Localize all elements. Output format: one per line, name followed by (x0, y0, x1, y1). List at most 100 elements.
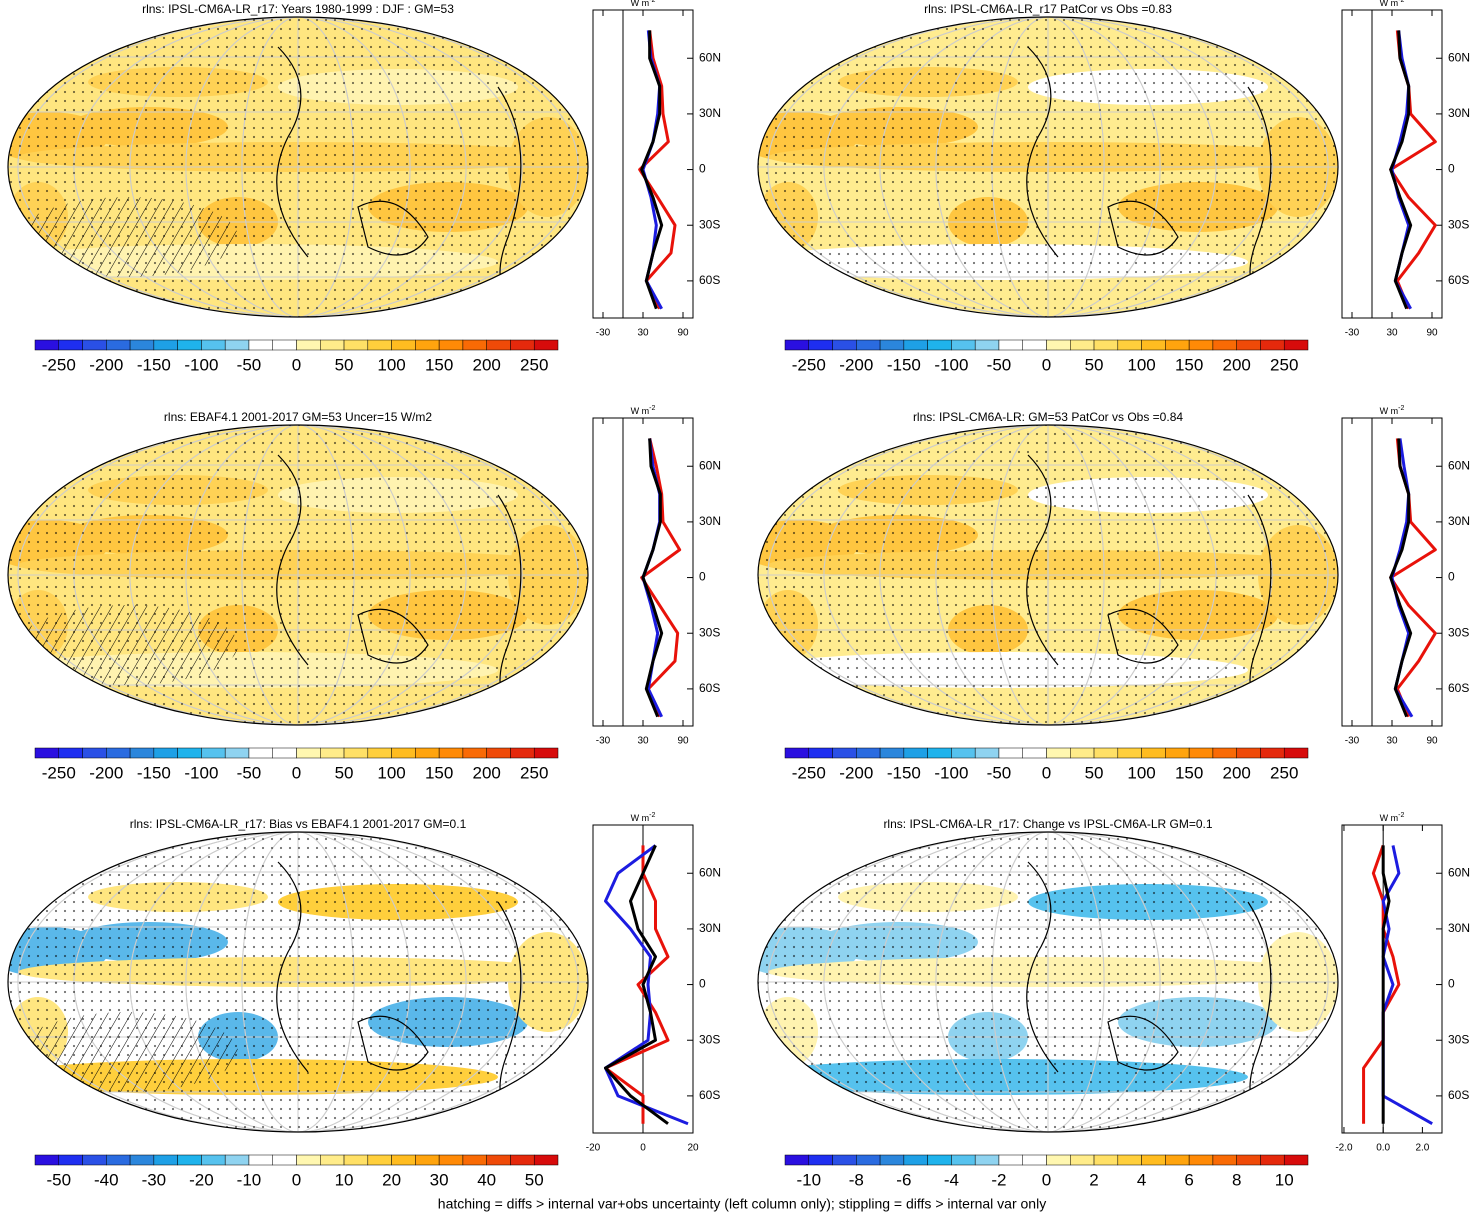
colorbar-label: 100 (377, 355, 405, 374)
colorbar-box (904, 340, 928, 350)
colorbar-box (1070, 1155, 1094, 1165)
colorbar-box (392, 340, 416, 350)
map-title: rlns: IPSL-CM6A-LR_r17: Change vs IPSL-C… (883, 817, 1212, 831)
colorbar-box (154, 340, 178, 350)
colorbar-box (249, 748, 273, 758)
colorbar-box (83, 340, 107, 350)
colorbar-box (534, 748, 558, 758)
colorbar-label: 250 (1270, 763, 1298, 782)
x-tick-label: 90 (1426, 328, 1438, 339)
y-tick-label: 60N (699, 865, 721, 879)
colorbar-box (1284, 1155, 1308, 1165)
colorbar-box (35, 1155, 59, 1165)
colorbar-label: 0 (292, 1170, 301, 1189)
x-axis-label-sup: -2 (649, 405, 655, 412)
y-tick-label: 0 (699, 977, 706, 991)
colorbar-box (809, 340, 833, 350)
colorbar-box (320, 340, 344, 350)
colorbar-box (439, 748, 463, 758)
x-axis-label-sup: -2 (1398, 0, 1404, 4)
x-axis-label: W m-2 (1380, 0, 1405, 8)
colorbar-box (297, 1155, 321, 1165)
colorbar-box (785, 340, 809, 350)
x-tick-label: 30 (637, 736, 649, 747)
x-axis-label: W m-2 (631, 405, 656, 417)
y-tick-label: 60S (699, 681, 720, 695)
colorbar-box (415, 748, 439, 758)
colorbar-box (1142, 1155, 1166, 1165)
colorbar-box (1023, 748, 1047, 758)
colorbar-box (833, 748, 857, 758)
y-tick-label: 30S (699, 1032, 720, 1046)
y-tick-label: 30N (699, 106, 721, 120)
colorbar-box (83, 1155, 107, 1165)
colorbar-box (999, 748, 1023, 758)
colorbar-box (1118, 1155, 1142, 1165)
colorbar-box (1165, 748, 1189, 758)
colorbar-box (785, 1155, 809, 1165)
profile-line (1383, 845, 1432, 1123)
colorbar-box (1213, 1155, 1237, 1165)
colorbar-box (1142, 340, 1166, 350)
colorbar-label: -250 (792, 763, 826, 782)
colorbar-box (178, 748, 202, 758)
colorbar-label: 150 (425, 763, 453, 782)
colorbar-box (368, 1155, 392, 1165)
y-tick-label: 30S (699, 217, 720, 231)
colorbar-box (106, 340, 130, 350)
map (738, 17, 1338, 317)
colorbar-label: 20 (382, 1170, 401, 1189)
y-tick-label: 60N (1448, 865, 1470, 879)
colorbar-label: 0 (1042, 1170, 1051, 1189)
colorbar-box (1165, 1155, 1189, 1165)
colorbar-box (856, 748, 880, 758)
colorbar-box (928, 340, 952, 350)
colorbar-label: -250 (42, 763, 76, 782)
colorbar-label: -150 (887, 355, 921, 374)
colorbar-box (487, 340, 511, 350)
colorbar-label: 30 (430, 1170, 449, 1189)
x-axis-label-sup: -2 (649, 0, 655, 4)
colorbar-box (59, 340, 83, 350)
colorbar-box (975, 748, 999, 758)
colorbar-box (463, 1155, 487, 1165)
y-tick-label: 0 (1448, 570, 1455, 584)
y-tick-label: 60N (1448, 458, 1470, 472)
y-tick-label: 60N (699, 50, 721, 64)
panel: rlns: IPSL-CM6A-LR_r17: Years 1980-1999 … (0, 0, 721, 374)
colorbar-box (1047, 748, 1071, 758)
colorbar-label: -200 (89, 355, 123, 374)
colorbar-label: 50 (335, 763, 354, 782)
colorbar-box (439, 340, 463, 350)
colorbar-box (297, 340, 321, 350)
colorbar-label: 6 (1184, 1170, 1193, 1189)
colorbar-box (1213, 340, 1237, 350)
colorbar-label: -6 (896, 1170, 911, 1189)
colorbar-label: 200 (1222, 355, 1250, 374)
footnote: hatching = diffs > internal var+obs unce… (438, 1196, 1046, 1212)
colorbar-label: 200 (472, 355, 500, 374)
colorbar-box (999, 1155, 1023, 1165)
colorbar-box (1118, 340, 1142, 350)
stippling (758, 17, 1338, 317)
colorbar-box (487, 1155, 511, 1165)
colorbar-label: -250 (42, 355, 76, 374)
colorbar-box (1237, 748, 1261, 758)
map (738, 832, 1338, 1132)
colorbar-box (154, 748, 178, 758)
colorbar-box (1070, 340, 1094, 350)
colorbar-label: -50 (987, 355, 1012, 374)
x-axis-label: W m-2 (1380, 812, 1405, 824)
y-tick-label: 60N (699, 458, 721, 472)
colorbar-box (392, 1155, 416, 1165)
y-tick-label: 30N (1448, 106, 1470, 120)
colorbar-box (154, 1155, 178, 1165)
colorbar-box (106, 748, 130, 758)
colorbar-label: 250 (1270, 355, 1298, 374)
colorbar-box (1165, 340, 1189, 350)
colorbar-box (1237, 1155, 1261, 1165)
colorbar-box (225, 340, 249, 350)
colorbar-box (415, 340, 439, 350)
colorbar-box (1213, 748, 1237, 758)
